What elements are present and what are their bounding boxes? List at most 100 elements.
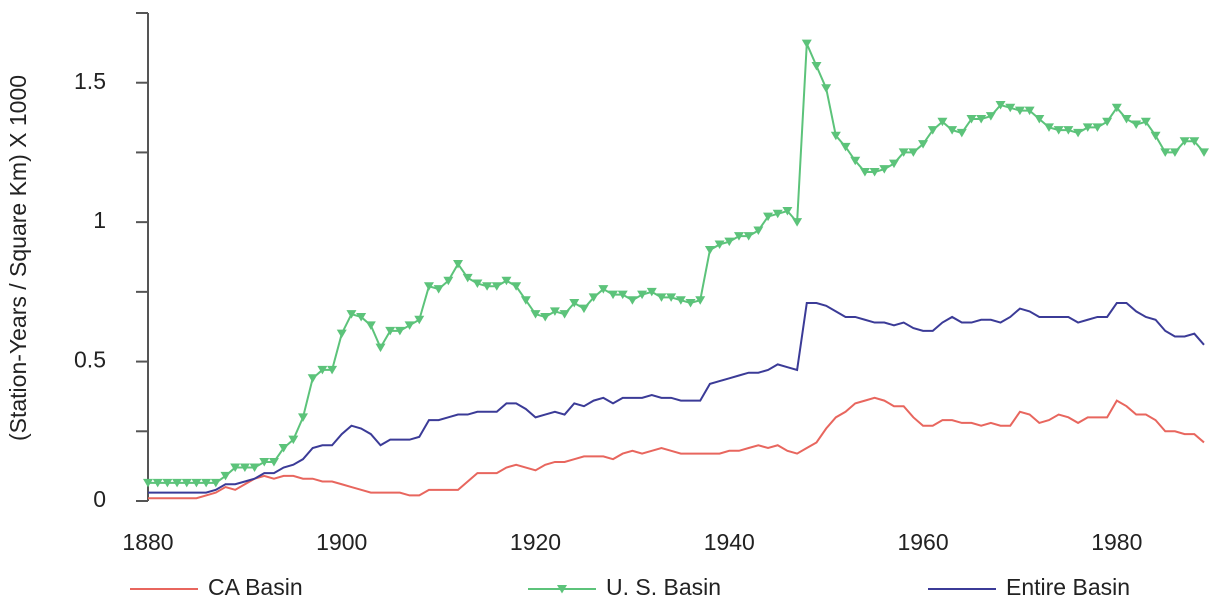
series-marker <box>278 444 289 453</box>
series-marker <box>1140 117 1151 127</box>
series-marker <box>733 232 744 241</box>
series-line <box>148 43 1205 484</box>
series-marker <box>966 114 977 124</box>
series-marker <box>811 61 822 71</box>
legend-label: CA Basin <box>208 574 303 600</box>
series-marker <box>1102 117 1113 127</box>
series-marker <box>695 296 706 305</box>
y-axis-label: (Station-Years / Square Km) X 1000 <box>5 75 31 441</box>
series-marker <box>927 126 938 135</box>
series-marker <box>792 218 803 227</box>
series-marker <box>704 246 715 255</box>
series-marker <box>201 478 212 488</box>
series-marker <box>714 240 725 249</box>
series-marker <box>268 457 279 467</box>
series-marker <box>976 114 987 124</box>
series-marker <box>307 374 318 383</box>
y-tick-label: 0 <box>93 486 106 512</box>
series-marker <box>423 282 434 291</box>
series-marker <box>259 457 270 467</box>
series-line <box>148 396 1205 500</box>
series-marker <box>443 276 454 286</box>
series-marker <box>540 312 551 322</box>
series-marker <box>608 290 619 300</box>
series-marker <box>724 237 735 247</box>
legend-marker <box>557 585 567 594</box>
series-marker <box>908 148 919 157</box>
series-marker <box>172 478 183 488</box>
series-marker <box>346 310 357 319</box>
series-marker <box>753 226 764 236</box>
series-marker <box>1179 137 1190 146</box>
series-marker <box>298 413 309 422</box>
series-marker <box>520 296 531 305</box>
series-marker <box>365 321 376 330</box>
series-marker <box>482 282 493 291</box>
series-marker <box>685 299 696 308</box>
x-tick-label: 1880 <box>122 529 173 555</box>
x-tick-label: 1940 <box>704 529 755 555</box>
series-marker <box>414 315 425 325</box>
series-marker <box>559 310 570 319</box>
series-marker <box>840 142 851 152</box>
y-tick-label: 1 <box>93 207 106 233</box>
series-marker <box>152 478 163 488</box>
series-marker <box>956 128 967 138</box>
series-marker <box>627 296 638 305</box>
series-marker <box>394 326 405 336</box>
series-marker <box>1063 126 1074 135</box>
series-marker <box>569 299 580 308</box>
series-line <box>148 302 1205 494</box>
x-tick-label: 1920 <box>510 529 561 555</box>
series-marker <box>336 329 347 339</box>
series-marker <box>995 101 1006 110</box>
series-marker <box>821 84 832 93</box>
series-marker <box>433 285 444 294</box>
series-marker <box>743 232 754 241</box>
series-marker <box>1043 123 1054 132</box>
series-marker <box>947 126 958 135</box>
series-marker <box>879 165 890 174</box>
series-marker <box>830 131 841 141</box>
series-marker <box>143 478 153 488</box>
series-marker <box>239 463 250 473</box>
series-marker <box>317 365 328 375</box>
series-marker <box>782 206 793 216</box>
series-marker <box>888 159 899 169</box>
y-tick-label: 1.5 <box>74 68 106 94</box>
series-marker <box>375 343 386 353</box>
series-marker <box>288 435 299 445</box>
series-marker <box>588 293 599 302</box>
series-marker <box>898 148 909 157</box>
legend-label: U. S. Basin <box>606 574 721 600</box>
series-marker <box>1169 148 1180 157</box>
series-marker <box>1131 120 1142 130</box>
series-marker <box>1121 114 1132 124</box>
series-marker <box>578 304 589 314</box>
series-marker <box>385 326 396 336</box>
series-marker <box>210 478 221 488</box>
series-marker <box>666 293 677 302</box>
y-tick-label: 0.5 <box>74 347 106 373</box>
series-marker <box>462 273 473 283</box>
series-marker <box>1150 131 1161 141</box>
legend-label: Entire Basin <box>1006 574 1130 600</box>
series-marker <box>404 321 415 330</box>
series-marker <box>472 279 483 288</box>
series-marker <box>1034 114 1045 124</box>
series-marker <box>549 307 560 316</box>
series-marker <box>675 296 686 305</box>
series-marker <box>501 276 512 286</box>
series-marker <box>918 140 929 149</box>
series-marker <box>181 478 192 488</box>
series-marker <box>191 478 202 488</box>
x-tick-label: 1980 <box>1091 529 1142 555</box>
series-marker <box>637 290 648 300</box>
series-marker <box>985 112 996 121</box>
series-marker <box>763 212 774 222</box>
series-marker <box>1024 106 1035 116</box>
series-marker <box>327 365 338 375</box>
series-marker <box>656 293 667 302</box>
series-marker <box>598 285 609 294</box>
